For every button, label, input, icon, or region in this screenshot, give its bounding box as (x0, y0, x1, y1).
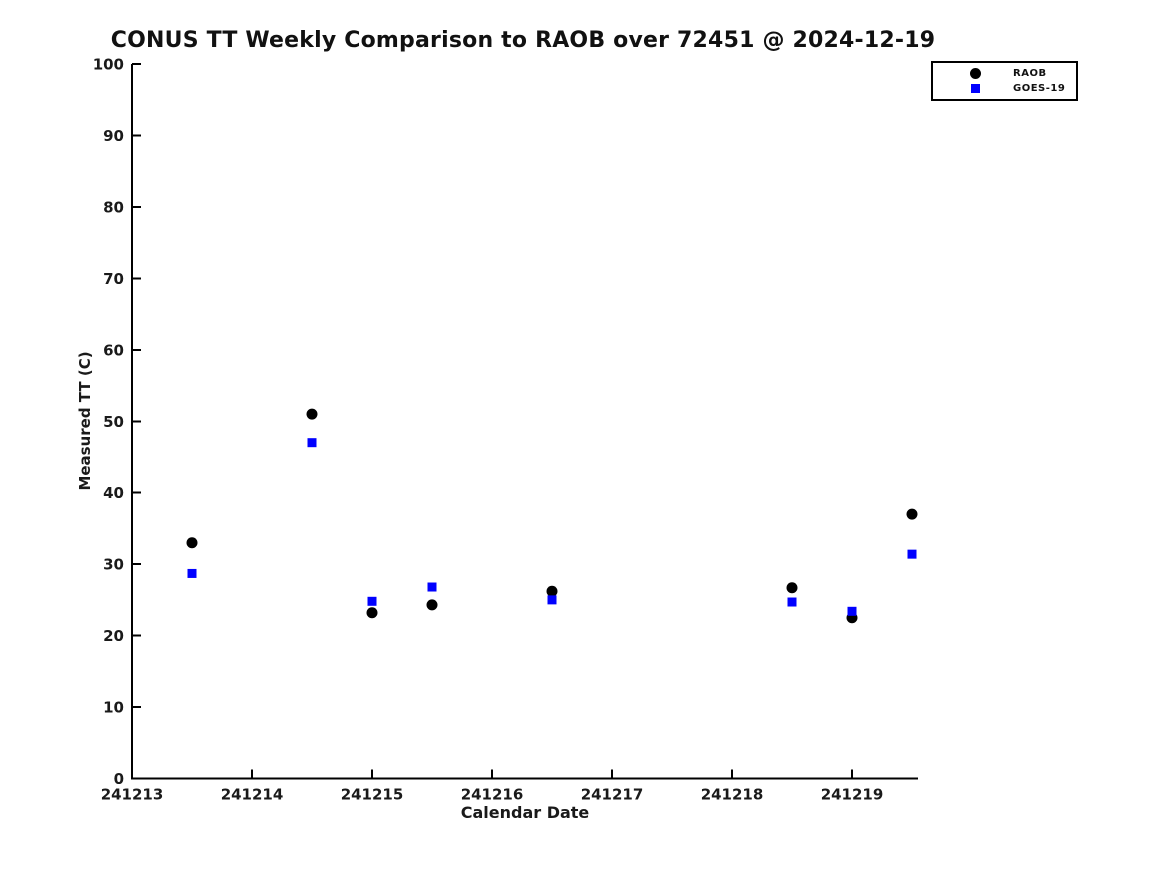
square-marker-icon (971, 84, 980, 94)
y-tick-label: 70 (103, 270, 124, 288)
data-point-goes19 (787, 597, 797, 607)
legend: RAOB GOES-19 (931, 61, 1078, 101)
x-tick-label: 241213 (101, 786, 164, 804)
y-tick-label: 30 (103, 556, 124, 574)
legend-label-goes19: GOES-19 (1013, 83, 1066, 95)
x-tick-label: 241218 (701, 786, 764, 804)
x-tick-label: 241217 (581, 786, 644, 804)
y-tick-label: 10 (103, 699, 124, 717)
legend-item-goes19: GOES-19 (933, 83, 1076, 94)
y-tick-label: 20 (103, 627, 124, 645)
y-tick-label: 60 (103, 341, 124, 359)
data-point-raob (786, 582, 798, 594)
data-point-goes19 (547, 595, 557, 605)
data-point-goes19 (907, 549, 917, 559)
data-point-raob (906, 508, 918, 520)
y-axis-label: Measured TT (C) (76, 351, 94, 491)
raob-marker-slot (970, 67, 981, 79)
data-point-raob (306, 408, 318, 420)
y-tick-label: 40 (103, 484, 124, 502)
y-tick-label: 90 (103, 127, 124, 145)
data-point-goes19 (307, 438, 317, 448)
goes19-marker-slot (970, 83, 981, 94)
y-tick-label: 0 (114, 770, 124, 788)
data-point-raob (366, 607, 378, 619)
chart-title: CONUS TT Weekly Comparison to RAOB over … (110, 28, 936, 53)
data-point-goes19 (367, 596, 377, 606)
data-point-goes19 (187, 568, 197, 578)
x-tick-label: 241219 (821, 786, 884, 804)
circle-marker-icon (970, 67, 981, 79)
data-point-raob (546, 585, 558, 597)
legend-item-raob: RAOB (933, 67, 1076, 79)
y-tick-label: 50 (103, 413, 124, 431)
x-tick-label: 241214 (221, 786, 284, 804)
legend-label-raob: RAOB (1013, 67, 1047, 79)
x-tick-label: 241216 (461, 786, 524, 804)
data-point-raob (426, 599, 438, 611)
x-axis-label: Calendar Date (460, 803, 590, 822)
x-tick-label: 241215 (341, 786, 404, 804)
data-point-goes19 (427, 582, 437, 592)
y-tick-label: 100 (93, 56, 124, 74)
data-point-raob (186, 537, 198, 549)
data-point-goes19 (847, 606, 857, 616)
y-tick-label: 80 (103, 198, 124, 216)
